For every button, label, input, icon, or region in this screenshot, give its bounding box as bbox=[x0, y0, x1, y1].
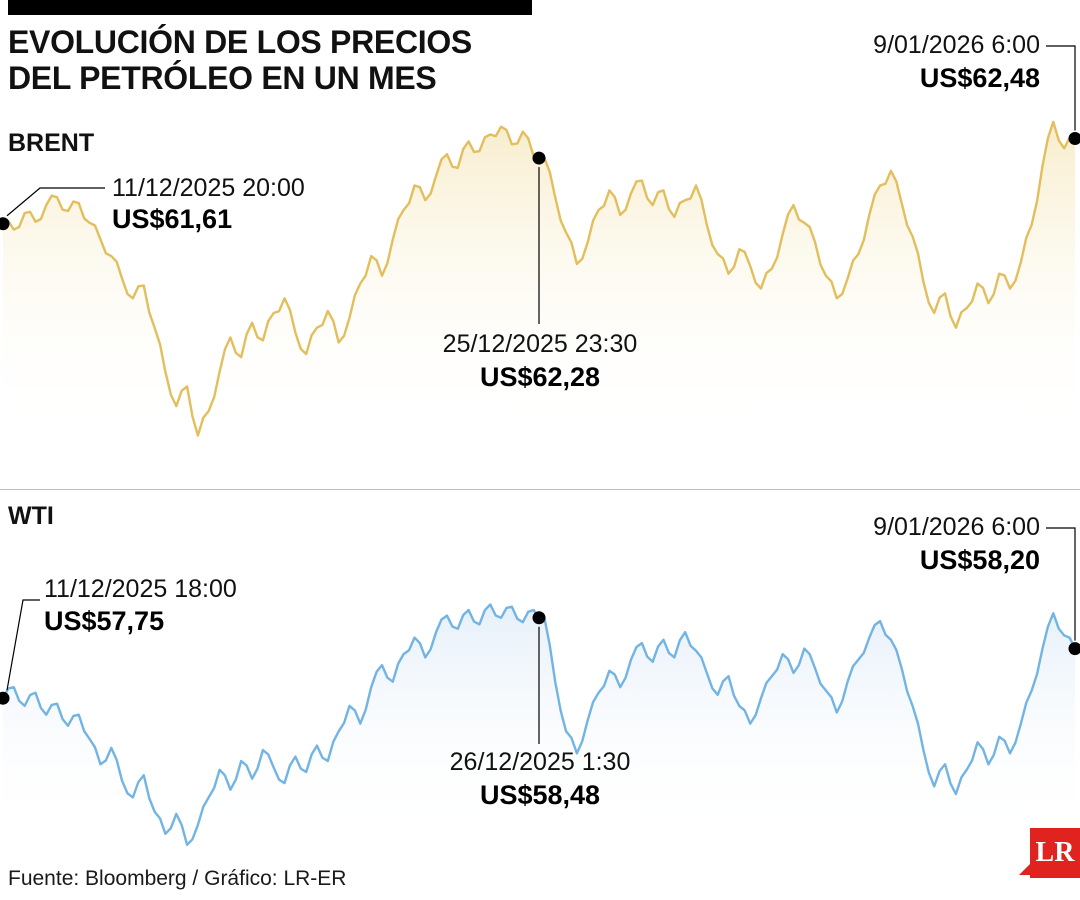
brent-start-date-label: 11/12/2025 20:00 bbox=[112, 174, 305, 202]
title-accent-bar bbox=[8, 0, 532, 15]
page-title-line-1: EVOLUCIÓN DE LOS PRECIOS bbox=[8, 24, 472, 60]
wti-start-price-label: US$57,75 bbox=[44, 606, 165, 636]
wti-start-leader-line bbox=[6, 599, 40, 691]
wti-series-label: WTI bbox=[8, 502, 54, 530]
wti-end-dot bbox=[1068, 642, 1080, 656]
lr-logo: LR bbox=[1019, 828, 1080, 878]
wti-mid-price-label: US$58,48 bbox=[479, 780, 601, 810]
wti-mid-dot bbox=[532, 611, 546, 625]
wti-end-leader-line bbox=[1046, 527, 1076, 641]
brent-end-dot bbox=[1068, 131, 1080, 145]
brent-start-dot bbox=[0, 217, 10, 231]
brent-end-date-label: 9/01/2026 6:00 bbox=[873, 31, 1040, 59]
wti-end-price-label: US$58,20 bbox=[919, 545, 1040, 575]
page-title: EVOLUCIÓN DE LOS PRECIOS DEL PETRÓLEO EN… bbox=[8, 24, 472, 97]
brent-start-price-label: US$61,61 bbox=[112, 204, 233, 234]
brent-end-price-label: US$62,48 bbox=[919, 63, 1040, 93]
wti-mid-date-label: 26/12/2025 1:30 bbox=[449, 748, 631, 776]
page-title-line-2: DEL PETRÓLEO EN UN MES bbox=[8, 59, 437, 96]
brent-end-leader-line bbox=[1046, 45, 1076, 131]
wti-start-date-label: 11/12/2025 18:00 bbox=[44, 575, 237, 603]
brent-mid-price-label: US$62,28 bbox=[479, 362, 601, 392]
section-divider bbox=[0, 489, 1080, 490]
source-credit: Fuente: Bloomberg / Gráfico: LR-ER bbox=[8, 867, 347, 890]
lr-logo-text: LR bbox=[1035, 837, 1075, 868]
brent-mid-date-label: 25/12/2025 23:30 bbox=[442, 330, 638, 358]
brent-mid-dot bbox=[532, 151, 546, 165]
brent-start-leader-line bbox=[6, 187, 105, 217]
wti-start-dot bbox=[0, 691, 10, 705]
wti-end-date-label: 9/01/2026 6:00 bbox=[873, 513, 1040, 541]
brent-series-label: BRENT bbox=[8, 129, 95, 157]
